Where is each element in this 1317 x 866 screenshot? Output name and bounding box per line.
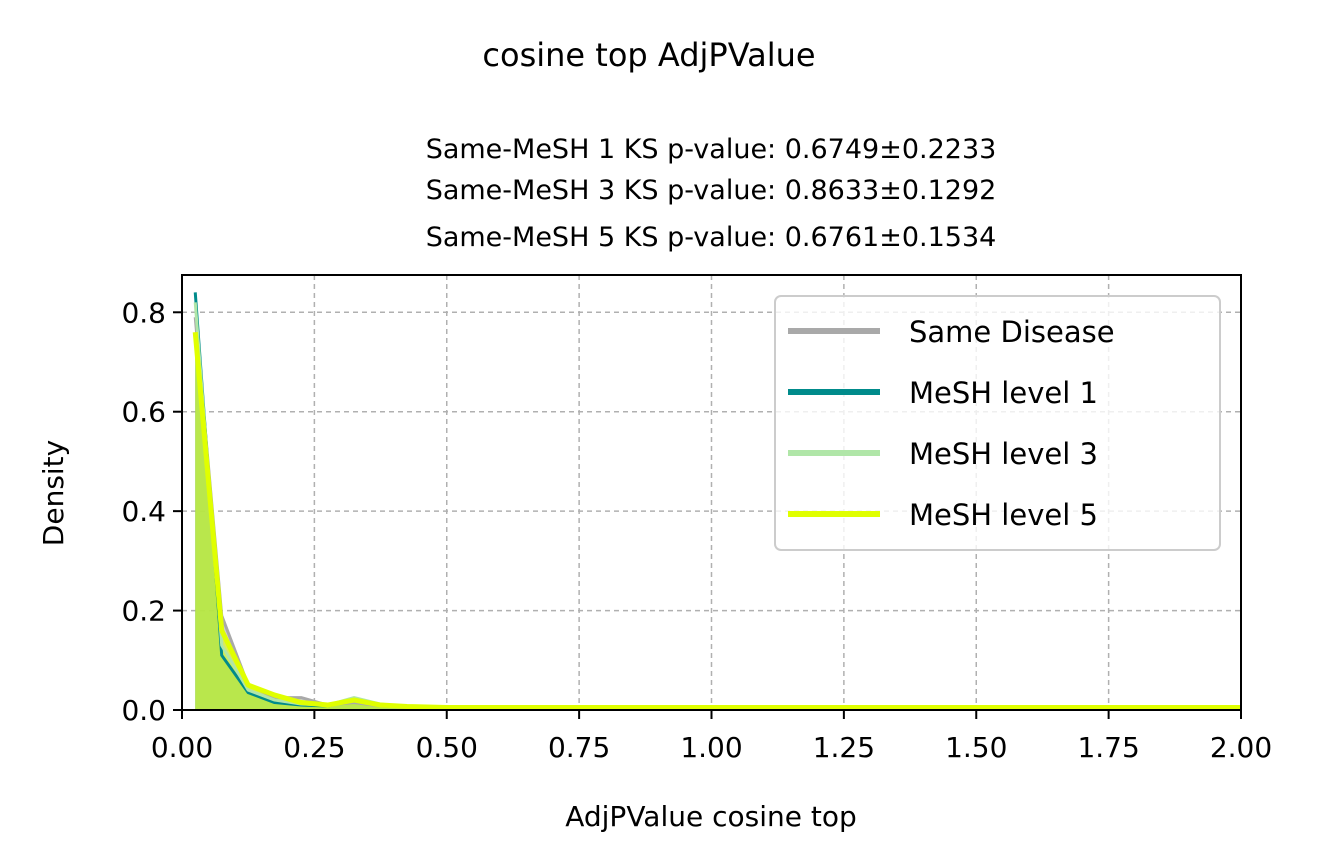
x-tick-label: 1.50 (945, 731, 1007, 764)
y-axis-ticks: 0.0 0.2 0.4 0.6 0.8 (121, 296, 182, 727)
legend-label-1: Same Disease (909, 315, 1115, 349)
legend-frame (774, 295, 1221, 551)
legend: Same Disease MeSH level 1 MeSH level 3 MeSH… (774, 295, 1221, 551)
legend-label-4: MeSH level 5 (909, 498, 1098, 532)
y-tick-label: 0.6 (121, 396, 166, 429)
y-tick-label: 0.0 (121, 694, 166, 727)
chart-subtitle-line-1: Same-MeSH 1 KS p-value: 0.6749±0.2233 (426, 134, 997, 165)
x-tick-label: 0.00 (151, 731, 213, 764)
chart-title: cosine top AdjPValue (482, 36, 815, 74)
chart-subtitle-line-3: Same-MeSH 5 KS p-value: 0.6761±0.1534 (426, 222, 997, 253)
x-tick-label: 0.25 (283, 731, 345, 764)
x-axis-ticks: 0.00 0.25 0.50 0.75 1.00 1.25 1.50 1.75 2.00 (151, 710, 1272, 764)
density-line-series-4 (192, 331, 1241, 711)
y-tick-label: 0.2 (121, 595, 166, 628)
legend-label-3: MeSH level 3 (909, 437, 1098, 471)
legend-label-2: MeSH level 1 (909, 376, 1098, 410)
density-lines (192, 292, 1241, 711)
y-tick-label: 0.8 (121, 296, 166, 329)
y-tick-label: 0.4 (121, 495, 166, 528)
x-tick-label: 1.00 (680, 731, 742, 764)
x-axis-label: AdjPValue cosine top (565, 800, 857, 833)
chart-subtitle-line-2: Same-MeSH 3 KS p-value: 0.8633±0.1292 (426, 175, 997, 206)
x-tick-label: 0.50 (416, 731, 478, 764)
x-tick-label: 1.25 (813, 731, 875, 764)
x-tick-label: 1.75 (1077, 731, 1139, 764)
x-tick-label: 2.00 (1210, 731, 1272, 764)
y-axis-label: Density (37, 440, 70, 546)
x-tick-label: 0.75 (548, 731, 610, 764)
